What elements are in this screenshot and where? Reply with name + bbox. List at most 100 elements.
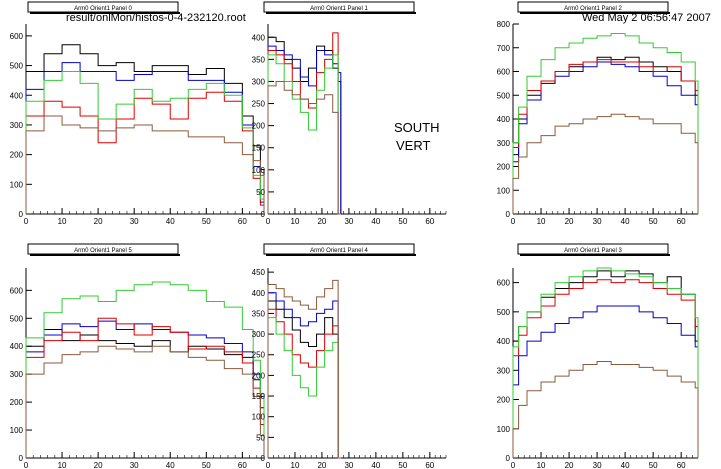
panel-2-series-blue: [267, 45, 342, 214]
panel-4-y-tick-label: 300: [10, 370, 24, 379]
panel-4-x-tick-label: 10: [58, 461, 67, 469]
panel-5-y-tick-label: 400: [252, 289, 266, 298]
panel-6-x-tick-label: 10: [537, 461, 546, 469]
panel-2-y-tick-label: 300: [252, 77, 266, 86]
panel-2-series-brown: [267, 80, 341, 215]
panel-6-x-tick-label: 0: [511, 461, 516, 469]
panel-6-y-tick-label: 500: [497, 308, 511, 317]
panel-5-y-tick-label: 250: [252, 351, 266, 360]
panel-3-x-tick-label: 0: [511, 217, 516, 226]
panel-4-series-red: [25, 317, 265, 458]
panel-6-series-green: [512, 267, 699, 458]
panel-4-series-brown: [25, 345, 265, 458]
panel-4-x-tick-label: 40: [166, 461, 175, 469]
panel-2-series-black: [267, 36, 342, 214]
panel-4-y-tick-label: 100: [10, 426, 24, 435]
panel-6-y-tick-label: 200: [497, 396, 511, 405]
panel-1-series-red: [25, 91, 265, 214]
panel-3-series-blue: [512, 61, 699, 214]
panel-1-y-tick-label: 500: [10, 62, 24, 71]
panel-4-y-tick-label: 600: [10, 286, 24, 295]
panel-3-x-tick-label: 20: [565, 217, 574, 226]
panel-4-title: Arm0 Orient1 Panel 5: [74, 248, 132, 254]
panel-3-y-tick-label: 200: [497, 163, 511, 172]
panel-1-y-tick-label: 200: [10, 151, 24, 160]
panel-4-series-green: [25, 281, 265, 458]
panel-2-x-tick-label: 0: [266, 217, 271, 226]
panel-3-y-tick-label: 400: [497, 115, 511, 124]
panel-1-x-tick-label: 30: [130, 217, 139, 226]
panel-5-x-tick-label: 10: [291, 461, 300, 469]
panel-6-y-tick-label: 100: [497, 425, 511, 434]
panel-6-y-tick-label: 0: [506, 454, 511, 463]
panel-4-y-tick-label: 400: [10, 342, 24, 351]
panel-5-series-green: [267, 317, 341, 459]
panel-2-y-tick-label: 50: [256, 188, 265, 197]
panel-1-y-tick-label: 400: [10, 91, 24, 100]
panel-3-x-tick-label: 60: [677, 217, 686, 226]
panel-6-y-tick-label: 400: [497, 337, 511, 346]
panel-5-x-tick-label: 50: [398, 461, 407, 469]
panel-1-series-blue: [25, 62, 265, 214]
panel-4-y-tick-label: 200: [10, 398, 24, 407]
panel-4-x-tick-label: 60: [238, 461, 247, 469]
panel-5-x-tick-label: 0: [266, 461, 271, 469]
panel-3-x-tick-label: 10: [537, 217, 546, 226]
panel-5-title-shadow: [266, 254, 416, 256]
panel-2-y-tick-label: 150: [252, 144, 266, 153]
panel-5-series-red: [267, 308, 341, 459]
panel-5-x-tick-label: 40: [371, 461, 380, 469]
panel-3-y-tick-label: 700: [497, 44, 511, 53]
panel-5-y-tick-label: 350: [252, 309, 266, 318]
panel-1-x-tick-label: 0: [24, 217, 29, 226]
panel-1-y-tick-label: 0: [19, 210, 24, 219]
panel-6-series-brown: [512, 361, 699, 458]
panel-5-y-tick-label: 50: [256, 433, 265, 442]
panel-3-y-tick-label: 800: [497, 20, 511, 29]
timestamp-label: Wed May 2 06:56:47 2007: [582, 12, 711, 24]
panel-3-x-tick-label: 30: [593, 217, 602, 226]
panel-3-y-tick-label: 300: [497, 139, 511, 148]
panel-6-x-tick-label: 20: [565, 461, 574, 469]
panel-1-x-tick-label: 60: [238, 217, 247, 226]
panel-3-y-tick-label: 600: [497, 68, 511, 77]
panel-4-y-tick-label: 500: [10, 314, 24, 323]
panel-1-series-brown: [25, 115, 265, 214]
panel-5-y-tick-label: 0: [261, 454, 266, 463]
panel-4-x-tick-label: 20: [94, 461, 103, 469]
panel-1-y-tick-label: 300: [10, 121, 24, 130]
panel-5-series-blue: [267, 292, 341, 459]
panel-2-x-tick-label: 40: [371, 217, 380, 226]
panel-6-series-blue: [512, 305, 699, 458]
panel-1-x-tick-label: 10: [58, 217, 67, 226]
panel-3-y-tick-label: 0: [506, 210, 511, 219]
panel-4-x-tick-label: 0: [24, 461, 29, 469]
panel-3-series-green: [512, 33, 699, 214]
panel-4-series-black: [25, 328, 265, 458]
panel-4-y-tick-label: 0: [19, 454, 24, 463]
panel-4-title-shadow: [30, 254, 180, 256]
panel-2-y-tick-label: 200: [252, 122, 266, 131]
panel-3-title: Arm0 Orient1 Panel 2: [564, 6, 622, 12]
panel-5-y-tick-label: 100: [252, 413, 266, 422]
panel-2-title: Arm0 Orient1 Panel 1: [310, 6, 368, 12]
panel-1-x-tick-label: 40: [166, 217, 175, 226]
panel-6-x-tick-label: 60: [677, 461, 686, 469]
panel-1-x-tick-label: 20: [94, 217, 103, 226]
panel-5-series-black: [267, 300, 341, 459]
panel-2-x-tick-label: 50: [398, 217, 407, 226]
panel-6-x-tick-label: 50: [649, 461, 658, 469]
panel-2-x-tick-label: 10: [291, 217, 300, 226]
panel-6-series-red: [512, 279, 699, 458]
panel-3-x-tick-label: 40: [621, 217, 630, 226]
panel-3-x-tick-label: 50: [649, 217, 658, 226]
panel-5-series-brown: [267, 279, 341, 459]
panel-6-y-tick-label: 600: [497, 279, 511, 288]
panel-2-x-tick-label: 20: [317, 217, 326, 226]
panel-1-y-tick-label: 600: [10, 32, 24, 41]
panel-1-title-shadow: [30, 12, 180, 14]
panel-2-y-tick-label: 100: [252, 166, 266, 175]
panel-5-y-tick-label: 300: [252, 330, 266, 339]
panel-6-x-tick-label: 30: [593, 461, 602, 469]
panel-2-y-tick-label: 400: [252, 33, 266, 42]
